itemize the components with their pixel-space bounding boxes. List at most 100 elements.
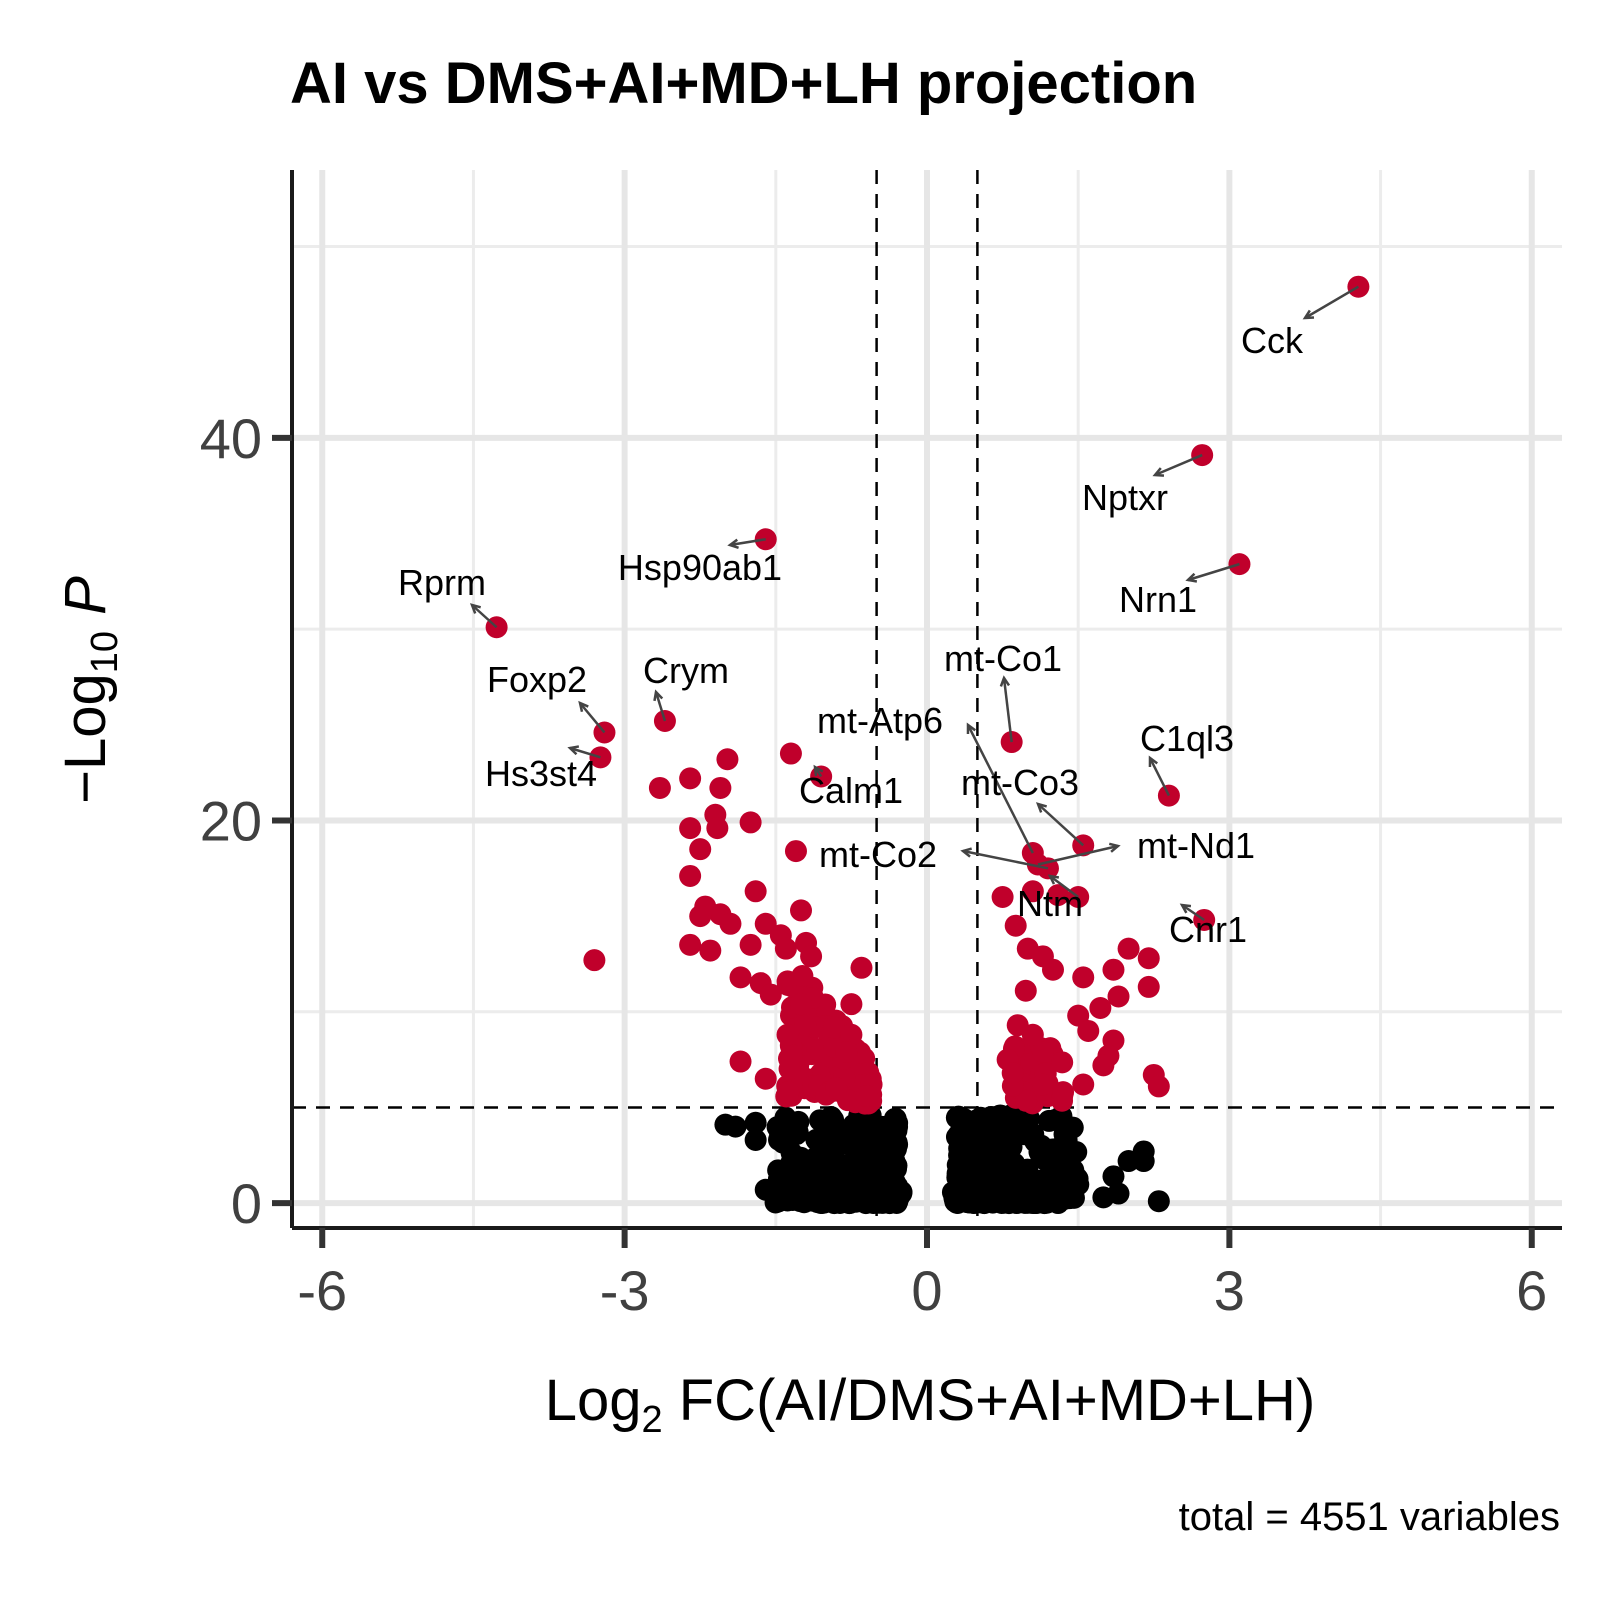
- y-tick-label: 20: [200, 789, 262, 852]
- gene-label-hs3st4: Hs3st4: [485, 753, 597, 794]
- point-significant: [1072, 1073, 1095, 1096]
- gene-label-nptxr: Nptxr: [1082, 477, 1168, 518]
- point-not-significant: [1016, 1158, 1039, 1181]
- point-significant: [699, 939, 722, 962]
- gene-label-calm1: Calm1: [799, 770, 903, 811]
- point-significant: [1001, 1062, 1024, 1085]
- point-not-significant: [979, 1106, 1002, 1129]
- point-significant: [1004, 914, 1027, 937]
- point-significant: [1117, 937, 1140, 960]
- point-significant: [1031, 1040, 1054, 1063]
- gene-label-rprm: Rprm: [398, 562, 486, 603]
- point-significant: [1089, 996, 1112, 1019]
- x-axis-label: Log2 FC(AI/DMS+AI+MD+LH): [545, 1368, 1316, 1441]
- point-significant: [825, 1077, 848, 1100]
- point-not-significant: [780, 1141, 803, 1164]
- point-not-significant: [766, 1115, 789, 1138]
- point-significant: [1014, 979, 1037, 1002]
- gene-label-cnr1: Cnr1: [1169, 909, 1247, 950]
- point-significant: [1077, 1019, 1100, 1042]
- point-significant: [1047, 884, 1070, 907]
- point-significant: [790, 993, 813, 1016]
- arrowhead-ntm: [1047, 874, 1060, 885]
- point-significant: [855, 1084, 878, 1107]
- point-significant: [822, 1016, 845, 1039]
- gene-label-crym: Crym: [643, 650, 729, 691]
- point-significant: [784, 840, 807, 863]
- arrowhead-hsp90ab1: [727, 538, 739, 549]
- point-significant: [794, 1013, 817, 1036]
- point-significant: [706, 817, 729, 840]
- x-tick-label: -3: [600, 1259, 650, 1322]
- point-significant: [835, 1040, 858, 1063]
- connector-crym: [654, 691, 667, 722]
- gene-labels: Cck Nptxr Nrn1 Hsp90ab1 Rprm Foxp2 Hs3st4 Crym m…: [398, 320, 1304, 950]
- chart-title: AI vs DMS+AI+MD+LH projection: [290, 51, 1197, 116]
- connector-c1ql3: [1148, 757, 1171, 797]
- arrowhead-mt-co3: [1035, 802, 1048, 813]
- point-significant: [778, 1057, 801, 1080]
- caption: total = 4551 variables: [1179, 1495, 1560, 1539]
- point-significant: [790, 899, 813, 922]
- connector-hs3st4: [569, 746, 601, 759]
- connector-cnr1: [1181, 903, 1205, 922]
- point-not-significant: [744, 1128, 767, 1151]
- arrowhead-nrn1: [1185, 572, 1198, 583]
- arrowhead-cck: [1302, 309, 1315, 320]
- arrowhead-mt-co1: [999, 675, 1011, 687]
- point-significant: [739, 933, 762, 956]
- point-not-significant: [1043, 1182, 1066, 1205]
- connector-mt-atp6: [966, 724, 1034, 854]
- point-significant: [840, 1023, 863, 1046]
- point-significant: [729, 1050, 752, 1073]
- x-tick-label: 3: [1214, 1259, 1245, 1322]
- point-significant: [1052, 1081, 1075, 1104]
- point-significant: [1031, 1073, 1054, 1096]
- point-not-significant: [784, 1182, 807, 1205]
- x-tick-label: 6: [1516, 1259, 1547, 1322]
- point-significant: [1137, 975, 1160, 998]
- gene-label-mt-atp6: mt-Atp6: [817, 700, 943, 741]
- connector-nptxr: [1154, 453, 1203, 477]
- connector-foxp2: [579, 702, 606, 734]
- point-significant: [744, 880, 767, 903]
- y-tick-label: 40: [200, 407, 262, 470]
- gene-label-mt-co2: mt-Co2: [819, 834, 937, 875]
- y-tick-label: 0: [231, 1172, 262, 1235]
- point-significant: [1051, 1051, 1074, 1074]
- point-not-significant: [1000, 1136, 1023, 1159]
- point-significant: [800, 945, 823, 968]
- point-not-significant: [1147, 1190, 1170, 1213]
- point-significant: [777, 1081, 800, 1104]
- data-points: [485, 275, 1370, 1215]
- arrowhead-foxp2: [578, 700, 589, 713]
- point-not-significant: [1061, 1116, 1084, 1139]
- point-significant: [840, 993, 863, 1016]
- point-significant: [689, 838, 712, 861]
- point-not-significant: [945, 1126, 968, 1149]
- point-not-significant: [944, 1190, 967, 1213]
- point-significant: [679, 767, 702, 790]
- connector-ntm: [1049, 874, 1079, 899]
- point-significant: [1015, 1089, 1038, 1112]
- point-not-significant: [714, 1113, 737, 1136]
- point-not-significant: [744, 1111, 767, 1134]
- grid: [292, 170, 1562, 1228]
- connector-cck: [1304, 285, 1360, 320]
- gene-label-mt-co3: mt-Co3: [961, 762, 1079, 803]
- threshold-lines: [292, 170, 1562, 1228]
- point-significant: [776, 1023, 799, 1046]
- point-not-significant: [813, 1182, 836, 1205]
- gene-label-cck: Cck: [1241, 320, 1304, 361]
- point-not-significant: [1044, 1108, 1067, 1131]
- gene-label-hsp90ab1: Hsp90ab1: [618, 547, 782, 588]
- point-significant: [648, 776, 671, 799]
- connector-hsp90ab1: [729, 538, 766, 547]
- point-significant: [709, 776, 732, 799]
- point-not-significant: [1024, 1130, 1047, 1153]
- point-significant: [1072, 966, 1095, 989]
- arrowhead-mt-nd1: [1108, 842, 1121, 853]
- connector-nrn1: [1187, 562, 1240, 582]
- gene-label-mt-nd1: mt-Nd1: [1137, 825, 1255, 866]
- gene-label-ntm: Ntm: [1017, 883, 1083, 924]
